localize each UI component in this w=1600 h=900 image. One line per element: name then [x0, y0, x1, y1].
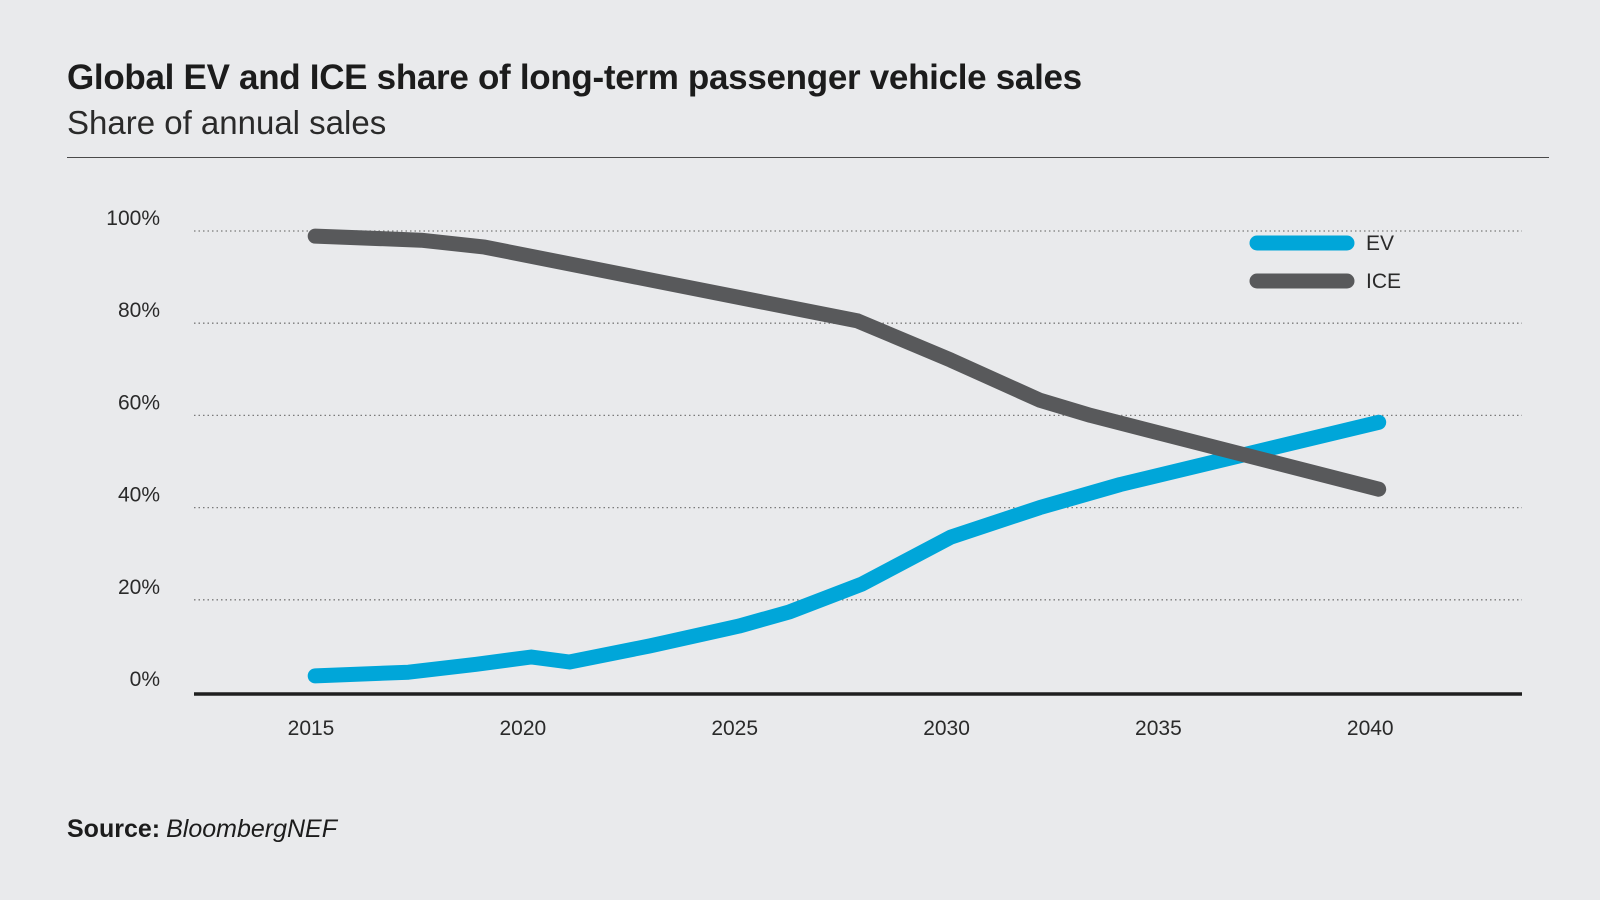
legend-label-ev: EV: [1366, 232, 1394, 255]
y-tick-label: 100%: [106, 207, 160, 230]
chart-subtitle: Share of annual sales: [67, 104, 387, 141]
x-tick-label: 2025: [711, 717, 758, 740]
x-tick-label: 2030: [923, 717, 970, 740]
series-line-ev: [307, 414, 1387, 684]
source-note: Source: BloombergNEF: [67, 815, 337, 844]
source-value: BloombergNEF: [166, 815, 337, 843]
source-label: Source:: [67, 815, 161, 843]
series-line-ice: [307, 228, 1387, 497]
y-tick-label: 20%: [118, 576, 160, 599]
series-lines: [307, 228, 1387, 684]
x-tick-label: 2040: [1347, 717, 1394, 740]
x-tick-label: 2020: [499, 717, 546, 740]
legend: EV ICE: [1249, 232, 1401, 293]
y-axis-ticks: 0% 20% 40% 60% 80% 100%: [106, 207, 160, 691]
x-axis-ticks: 2015 2020 2025 2030 2035 2040: [288, 717, 1394, 740]
gridlines: [194, 230, 1522, 601]
x-tick-label: 2015: [288, 717, 335, 740]
y-tick-label: 40%: [118, 484, 160, 507]
chart-title: Global EV and ICE share of long-term pas…: [67, 58, 1082, 97]
title-divider: [67, 157, 1549, 158]
x-tick-label: 2035: [1135, 717, 1182, 740]
legend-label-ice: ICE: [1366, 270, 1401, 293]
y-tick-label: 60%: [118, 391, 160, 414]
y-tick-label: 80%: [118, 299, 160, 322]
y-tick-label: 0%: [130, 668, 160, 691]
